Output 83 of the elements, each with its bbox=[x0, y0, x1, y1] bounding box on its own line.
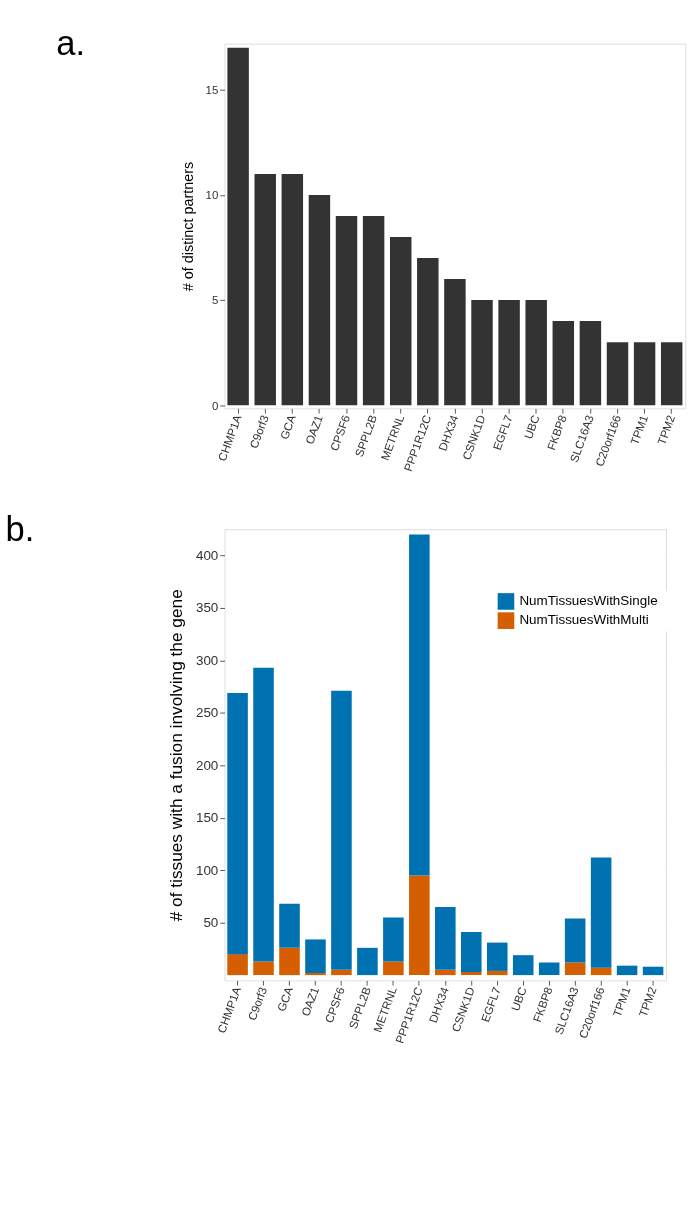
chart-title: b. bbox=[5, 509, 35, 548]
bar bbox=[417, 258, 439, 406]
x-tick-label: TPM2 bbox=[636, 985, 659, 1019]
bar bbox=[254, 173, 276, 406]
bar bbox=[435, 969, 456, 976]
y-tick-label: 200 bbox=[195, 757, 219, 773]
bar bbox=[227, 47, 249, 406]
bar bbox=[486, 970, 508, 976]
x-tick-label: FKBP8 bbox=[545, 413, 569, 452]
x-tick-label: TPM1 bbox=[628, 413, 651, 447]
y-tick-label: 0 bbox=[211, 399, 219, 412]
bar bbox=[389, 237, 412, 406]
bar bbox=[357, 947, 378, 976]
bar bbox=[564, 918, 586, 963]
x-tick-label: CPSF6 bbox=[328, 413, 352, 453]
bar bbox=[435, 906, 456, 970]
x-tick-label: OAZ1 bbox=[303, 413, 325, 446]
x-tick-label: DHX34 bbox=[436, 412, 461, 453]
bar bbox=[409, 534, 430, 876]
y-axis-title: # of distinct partners bbox=[180, 161, 197, 292]
bar bbox=[512, 955, 534, 976]
bar bbox=[227, 692, 248, 955]
bar bbox=[335, 216, 358, 406]
y-tick-label: 350 bbox=[195, 600, 219, 616]
bar bbox=[227, 954, 248, 976]
bar bbox=[525, 300, 547, 406]
bar bbox=[362, 216, 385, 406]
bar bbox=[305, 973, 326, 976]
bar bbox=[383, 961, 404, 976]
y-axis-title: # of tissues with a fusion involving the gene bbox=[166, 589, 187, 922]
y-tick-label: 250 bbox=[195, 705, 219, 721]
bar bbox=[281, 173, 304, 406]
y-tick-label: 50 bbox=[203, 914, 219, 930]
bar bbox=[444, 279, 466, 406]
bar bbox=[642, 966, 664, 976]
bar bbox=[331, 690, 352, 970]
bar bbox=[461, 971, 482, 976]
y-tick-label: 15 bbox=[205, 84, 219, 97]
x-tick-label: TPM1 bbox=[610, 985, 633, 1019]
x-tick-label: CPSF6 bbox=[322, 985, 347, 1025]
x-tick-label: TPM2 bbox=[655, 413, 678, 447]
chart-title: a. bbox=[56, 24, 86, 63]
x-tick-label: EGFL7 bbox=[479, 985, 503, 1024]
y-tick-label: 300 bbox=[195, 652, 219, 668]
bar bbox=[552, 321, 575, 406]
bar bbox=[383, 917, 404, 962]
bar bbox=[471, 300, 493, 406]
x-tick-label: FKBP8 bbox=[530, 985, 555, 1024]
bar bbox=[590, 857, 612, 968]
legend-label: NumTissuesWithMulti bbox=[519, 612, 649, 628]
bar bbox=[633, 342, 656, 406]
bar bbox=[279, 903, 300, 948]
bar bbox=[538, 962, 560, 976]
bar bbox=[486, 942, 508, 971]
bar bbox=[606, 342, 629, 406]
y-tick-label: 150 bbox=[195, 810, 219, 826]
bar bbox=[660, 342, 683, 406]
bar bbox=[305, 939, 326, 974]
bar bbox=[331, 969, 352, 976]
x-tick-label: OAZ1 bbox=[299, 985, 321, 1018]
legend-label: NumTissuesWithSingle bbox=[519, 593, 658, 609]
bar bbox=[279, 947, 300, 976]
bar bbox=[616, 965, 638, 976]
bar bbox=[590, 967, 612, 976]
y-tick-label: 100 bbox=[195, 862, 219, 878]
bar bbox=[308, 195, 331, 406]
x-tick-label: C9orf3 bbox=[245, 985, 270, 1022]
bar bbox=[498, 300, 520, 406]
x-tick-label: GCA bbox=[275, 985, 296, 1013]
x-tick-label: EGFL7 bbox=[490, 413, 515, 452]
y-tick-label: 5 bbox=[211, 294, 219, 307]
x-tick-label: UBC bbox=[522, 413, 542, 441]
bar bbox=[579, 321, 602, 406]
y-tick-label: 10 bbox=[205, 189, 219, 202]
bar bbox=[253, 961, 274, 976]
bar bbox=[409, 875, 430, 976]
bar bbox=[253, 667, 274, 962]
x-tick-label: UBC bbox=[509, 985, 529, 1013]
x-tick-label: C9orf3 bbox=[247, 413, 271, 450]
bar bbox=[461, 932, 482, 972]
y-tick-label: 400 bbox=[195, 547, 219, 563]
bar bbox=[564, 962, 586, 976]
x-tick-label: GCA bbox=[278, 413, 298, 441]
